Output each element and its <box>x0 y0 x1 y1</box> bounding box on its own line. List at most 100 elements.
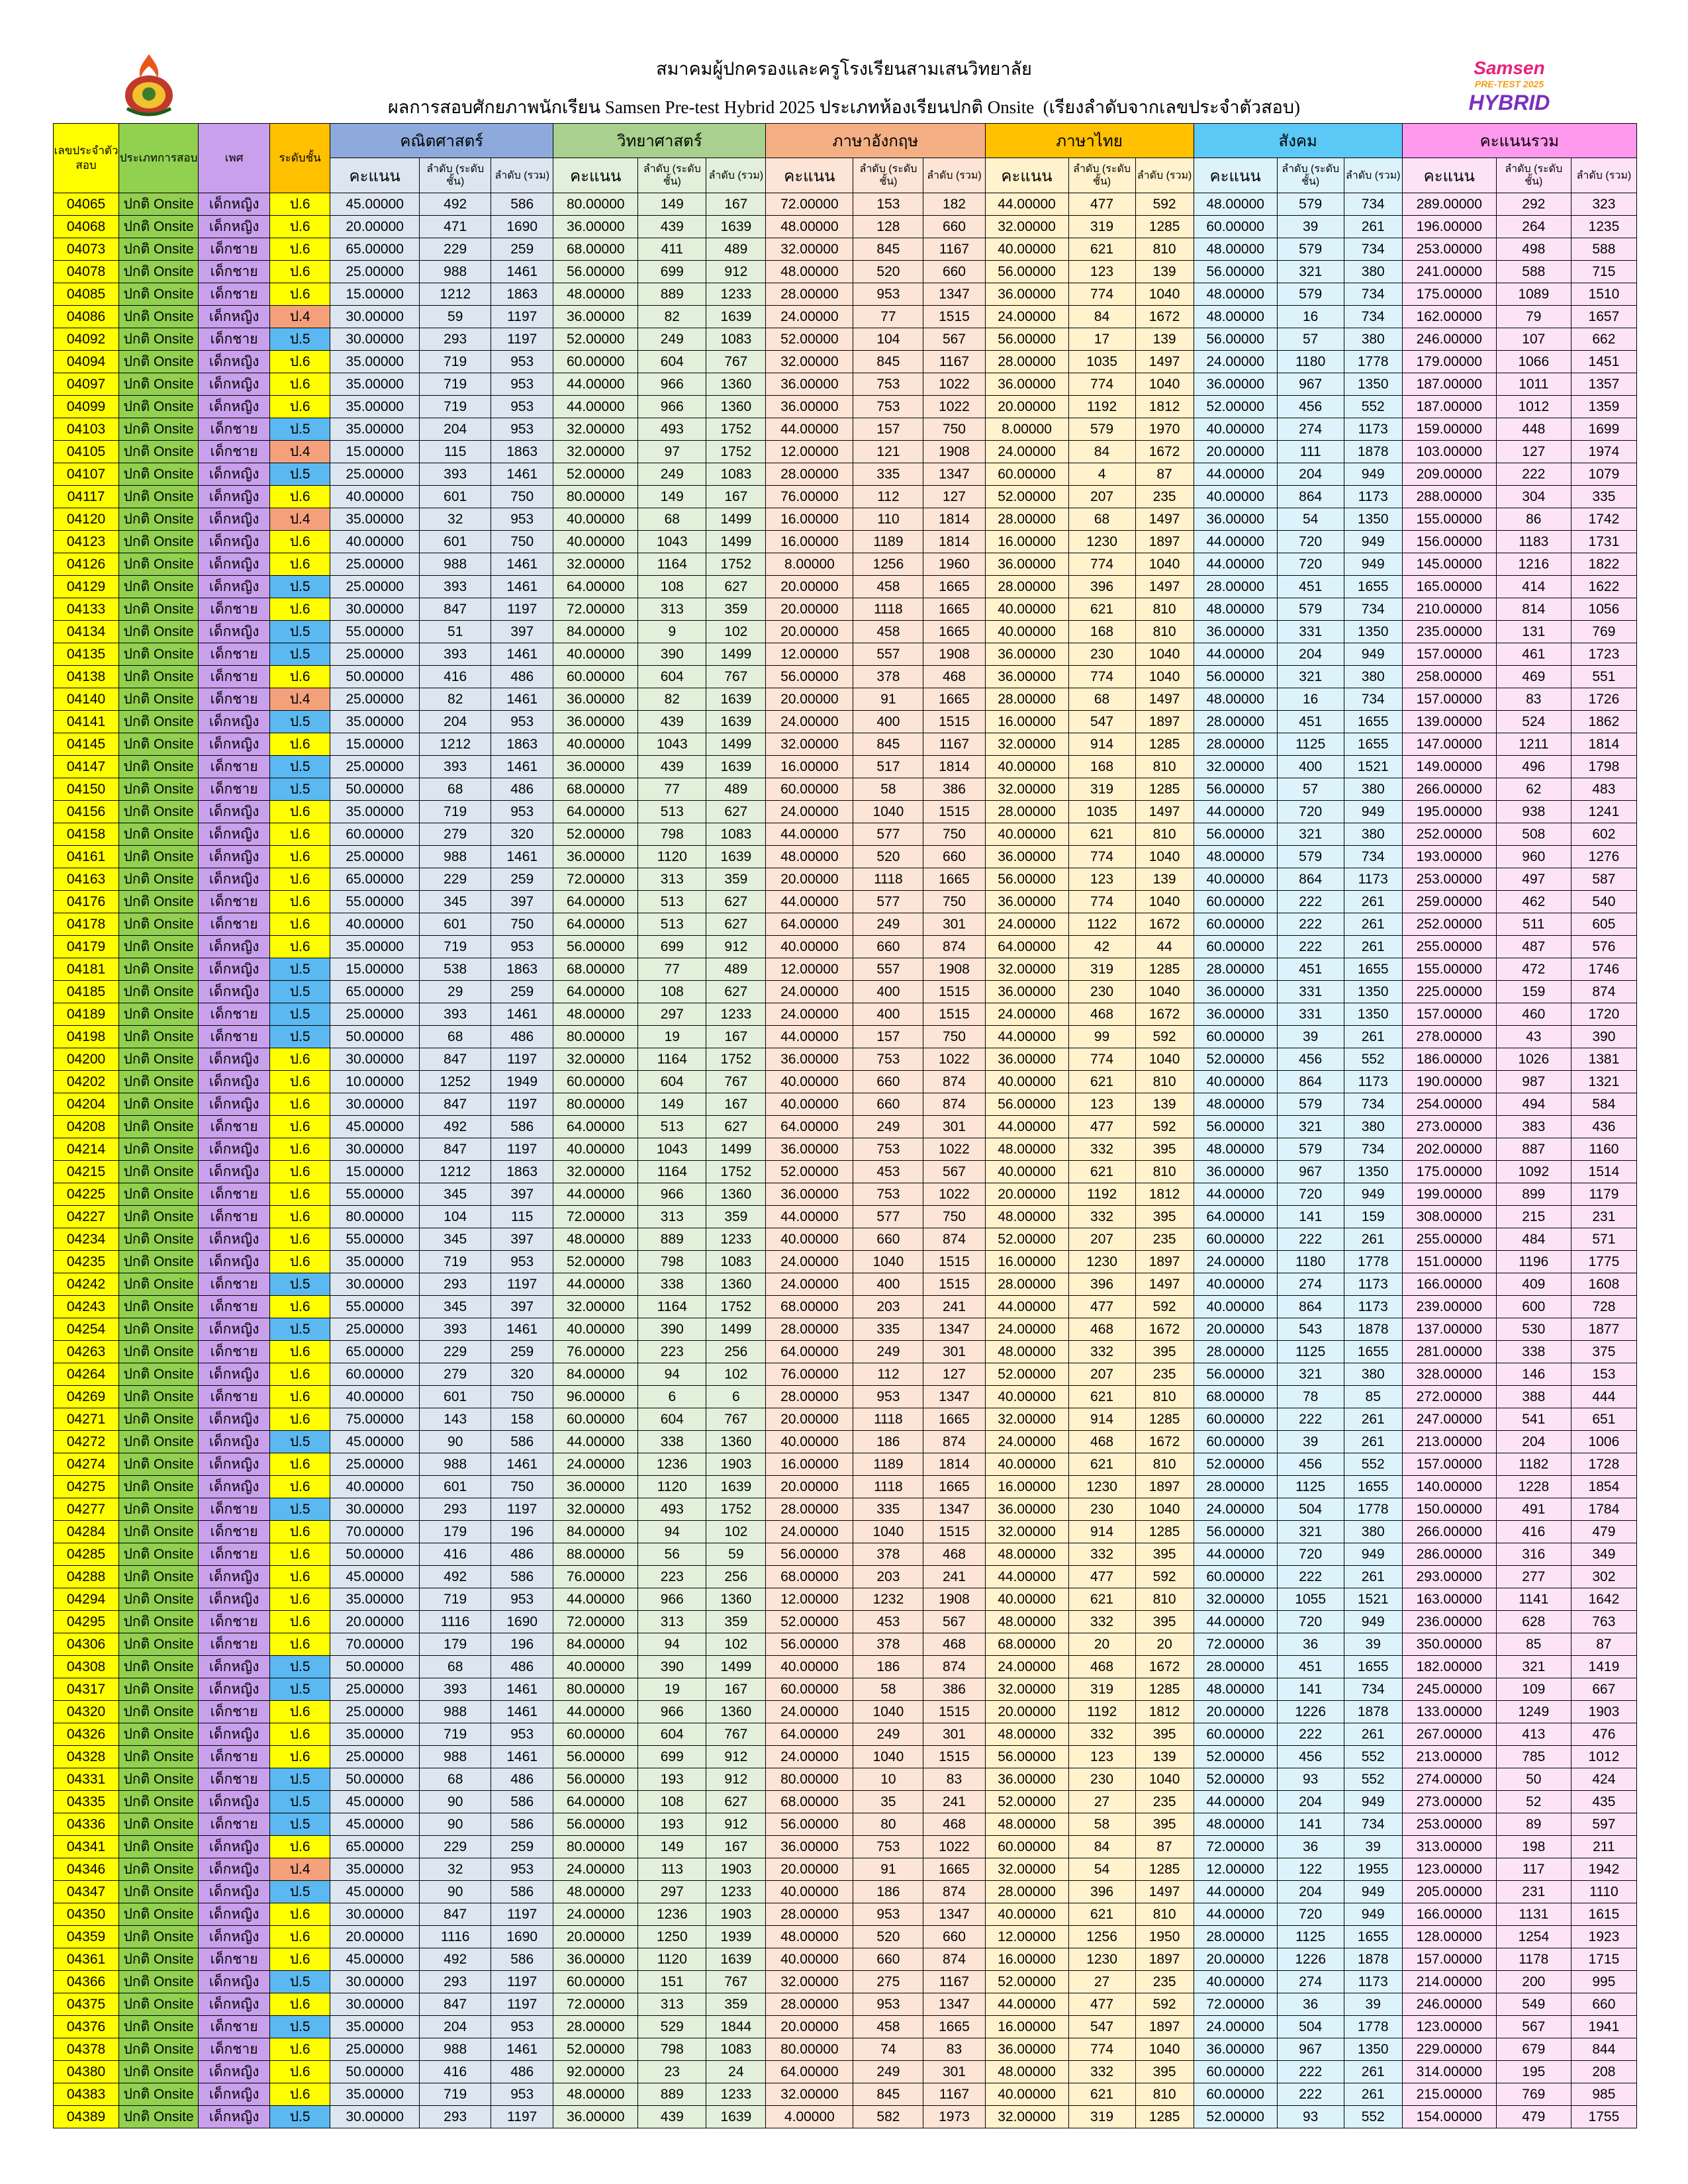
rank-overall: 1022 <box>923 1835 986 1858</box>
score: 35.00000 <box>330 350 420 373</box>
rank-overall: 395 <box>1135 2060 1194 2083</box>
rank-overall: 874 <box>923 1430 986 1453</box>
grade-level: ป.6 <box>269 1295 331 1318</box>
rank-overall: 1515 <box>923 1003 986 1026</box>
rank-overall: 1960 <box>923 553 986 576</box>
score: 60.00000 <box>553 1970 639 1993</box>
rank-level: 1164 <box>637 553 707 576</box>
score: 60.00000 <box>330 1363 420 1386</box>
rank-level: 660 <box>853 1070 924 1093</box>
grade-level: ป.6 <box>269 283 331 306</box>
score: 32.00000 <box>553 418 639 441</box>
gender: เด็กหญิง <box>198 2060 271 2083</box>
score: 68.00000 <box>765 1790 854 1813</box>
rank-level: 543 <box>1276 1318 1344 1341</box>
exam-id: 04328 <box>52 1745 120 1768</box>
score: 55.00000 <box>330 620 420 643</box>
score: 24.00000 <box>984 1318 1069 1341</box>
rank-level: 416 <box>419 2060 492 2083</box>
score: 80.00000 <box>553 1093 639 1116</box>
rank-level: 149 <box>637 1093 707 1116</box>
rank-overall: 1197 <box>491 1903 554 1926</box>
score: 32.00000 <box>553 440 639 463</box>
score: 68.00000 <box>765 1565 854 1588</box>
samsen-hybrid-logo: Samsen PRE-TEST 2025 HYBRID <box>1469 58 1550 114</box>
exam-type: ปกติ Onsite <box>118 1408 199 1431</box>
score: 16.00000 <box>765 1453 854 1476</box>
rank-overall: 1497 <box>1135 688 1194 711</box>
rank-level: 1192 <box>1068 1700 1136 1723</box>
score: 56.00000 <box>1193 1115 1278 1138</box>
rank-level: 601 <box>419 1475 492 1498</box>
rank-overall: 1197 <box>491 328 554 351</box>
data-row: 04208 ปกติ Onsite เด็กชาย ป.6 45.00000 492 586… <box>52 1115 1638 1138</box>
subject-header: คณิตศาสตร์ <box>330 123 554 158</box>
rank-level: 720 <box>1276 553 1344 576</box>
rank-level: 753 <box>853 1835 924 1858</box>
rank-level: 223 <box>637 1565 707 1588</box>
score: 35.00000 <box>330 1588 420 1611</box>
rank-level: 82 <box>637 305 707 328</box>
sub-header: ลำดับ (รวม) <box>706 158 767 193</box>
rank-level: 1230 <box>1068 1948 1136 1971</box>
rank-level: 316 <box>1495 1543 1571 1566</box>
grade-level: ป.6 <box>269 215 331 238</box>
rank-overall: 468 <box>923 1633 986 1656</box>
rank-level: 332 <box>1068 2060 1136 2083</box>
score: 60.00000 <box>1193 1228 1278 1251</box>
score: 52.00000 <box>1193 2105 1278 2128</box>
exam-type: ปกติ Onsite <box>118 890 199 913</box>
score: 12.00000 <box>1193 1858 1278 1881</box>
rank-level: 338 <box>637 1430 707 1453</box>
rank-level: 90 <box>419 1813 492 1836</box>
data-row: 04242 ปกติ Onsite เด็กชาย ป.5 30.00000 293 119… <box>52 1273 1638 1296</box>
exam-id: 04176 <box>52 890 120 913</box>
exam-id: 04380 <box>52 2060 120 2083</box>
rank-overall: 1515 <box>923 1700 986 1723</box>
rank-overall: 734 <box>1343 238 1403 261</box>
score: 4.00000 <box>765 2105 854 2128</box>
rank-overall: 1350 <box>1343 373 1403 396</box>
rank-level: 390 <box>637 643 707 666</box>
rank-level: 128 <box>853 215 924 238</box>
rank-overall: 1359 <box>1570 395 1638 418</box>
rank-level: 845 <box>853 2083 924 2106</box>
score: 24.00000 <box>984 1003 1069 1026</box>
rank-level: 204 <box>1495 1430 1571 1453</box>
data-row: 04086 ปกติ Onsite เด็กหญิง ป.4 30.00000 59 119… <box>52 305 1638 328</box>
rank-level: 477 <box>1068 1993 1136 2016</box>
score: 40.00000 <box>984 598 1069 621</box>
score: 24.00000 <box>765 1273 854 1296</box>
score: 36.00000 <box>1193 620 1278 643</box>
rank-overall: 750 <box>923 823 986 846</box>
rank-level: 845 <box>853 238 924 261</box>
rank-overall: 1672 <box>1135 305 1194 328</box>
rank-overall: 912 <box>706 1745 767 1768</box>
rank-level: 16 <box>1276 688 1344 711</box>
rank-level: 54 <box>1068 1858 1136 1881</box>
score: 52.00000 <box>553 463 639 486</box>
rank-level: 577 <box>853 823 924 846</box>
score: 266.00000 <box>1401 778 1497 801</box>
rank-level: 293 <box>419 328 492 351</box>
exam-type: ปกติ Onsite <box>118 710 199 733</box>
sub-header: ลำดับ (รวม) <box>491 158 554 193</box>
rank-level: 393 <box>419 1678 492 1701</box>
score: 44.00000 <box>984 193 1069 216</box>
rank-overall: 1942 <box>1570 1858 1638 1881</box>
exam-id: 04227 <box>52 1205 120 1228</box>
rank-level: 498 <box>1495 238 1571 261</box>
rank-overall: 397 <box>491 1228 554 1251</box>
rank-level: 345 <box>419 890 492 913</box>
rank-level: 27 <box>1068 1970 1136 1993</box>
rank-overall: 335 <box>1570 485 1638 508</box>
rank-level: 74 <box>853 2038 924 2061</box>
score: 40.00000 <box>765 1070 854 1093</box>
rank-level: 579 <box>1276 238 1344 261</box>
data-row: 04092 ปกติ Onsite เด็กชาย ป.5 30.00000 293 119… <box>52 328 1638 351</box>
rank-overall: 1908 <box>923 958 986 981</box>
exam-id: 04225 <box>52 1183 120 1206</box>
rank-level: 753 <box>853 1183 924 1206</box>
score: 213.00000 <box>1401 1745 1497 1768</box>
rank-level: 1120 <box>637 1475 707 1498</box>
